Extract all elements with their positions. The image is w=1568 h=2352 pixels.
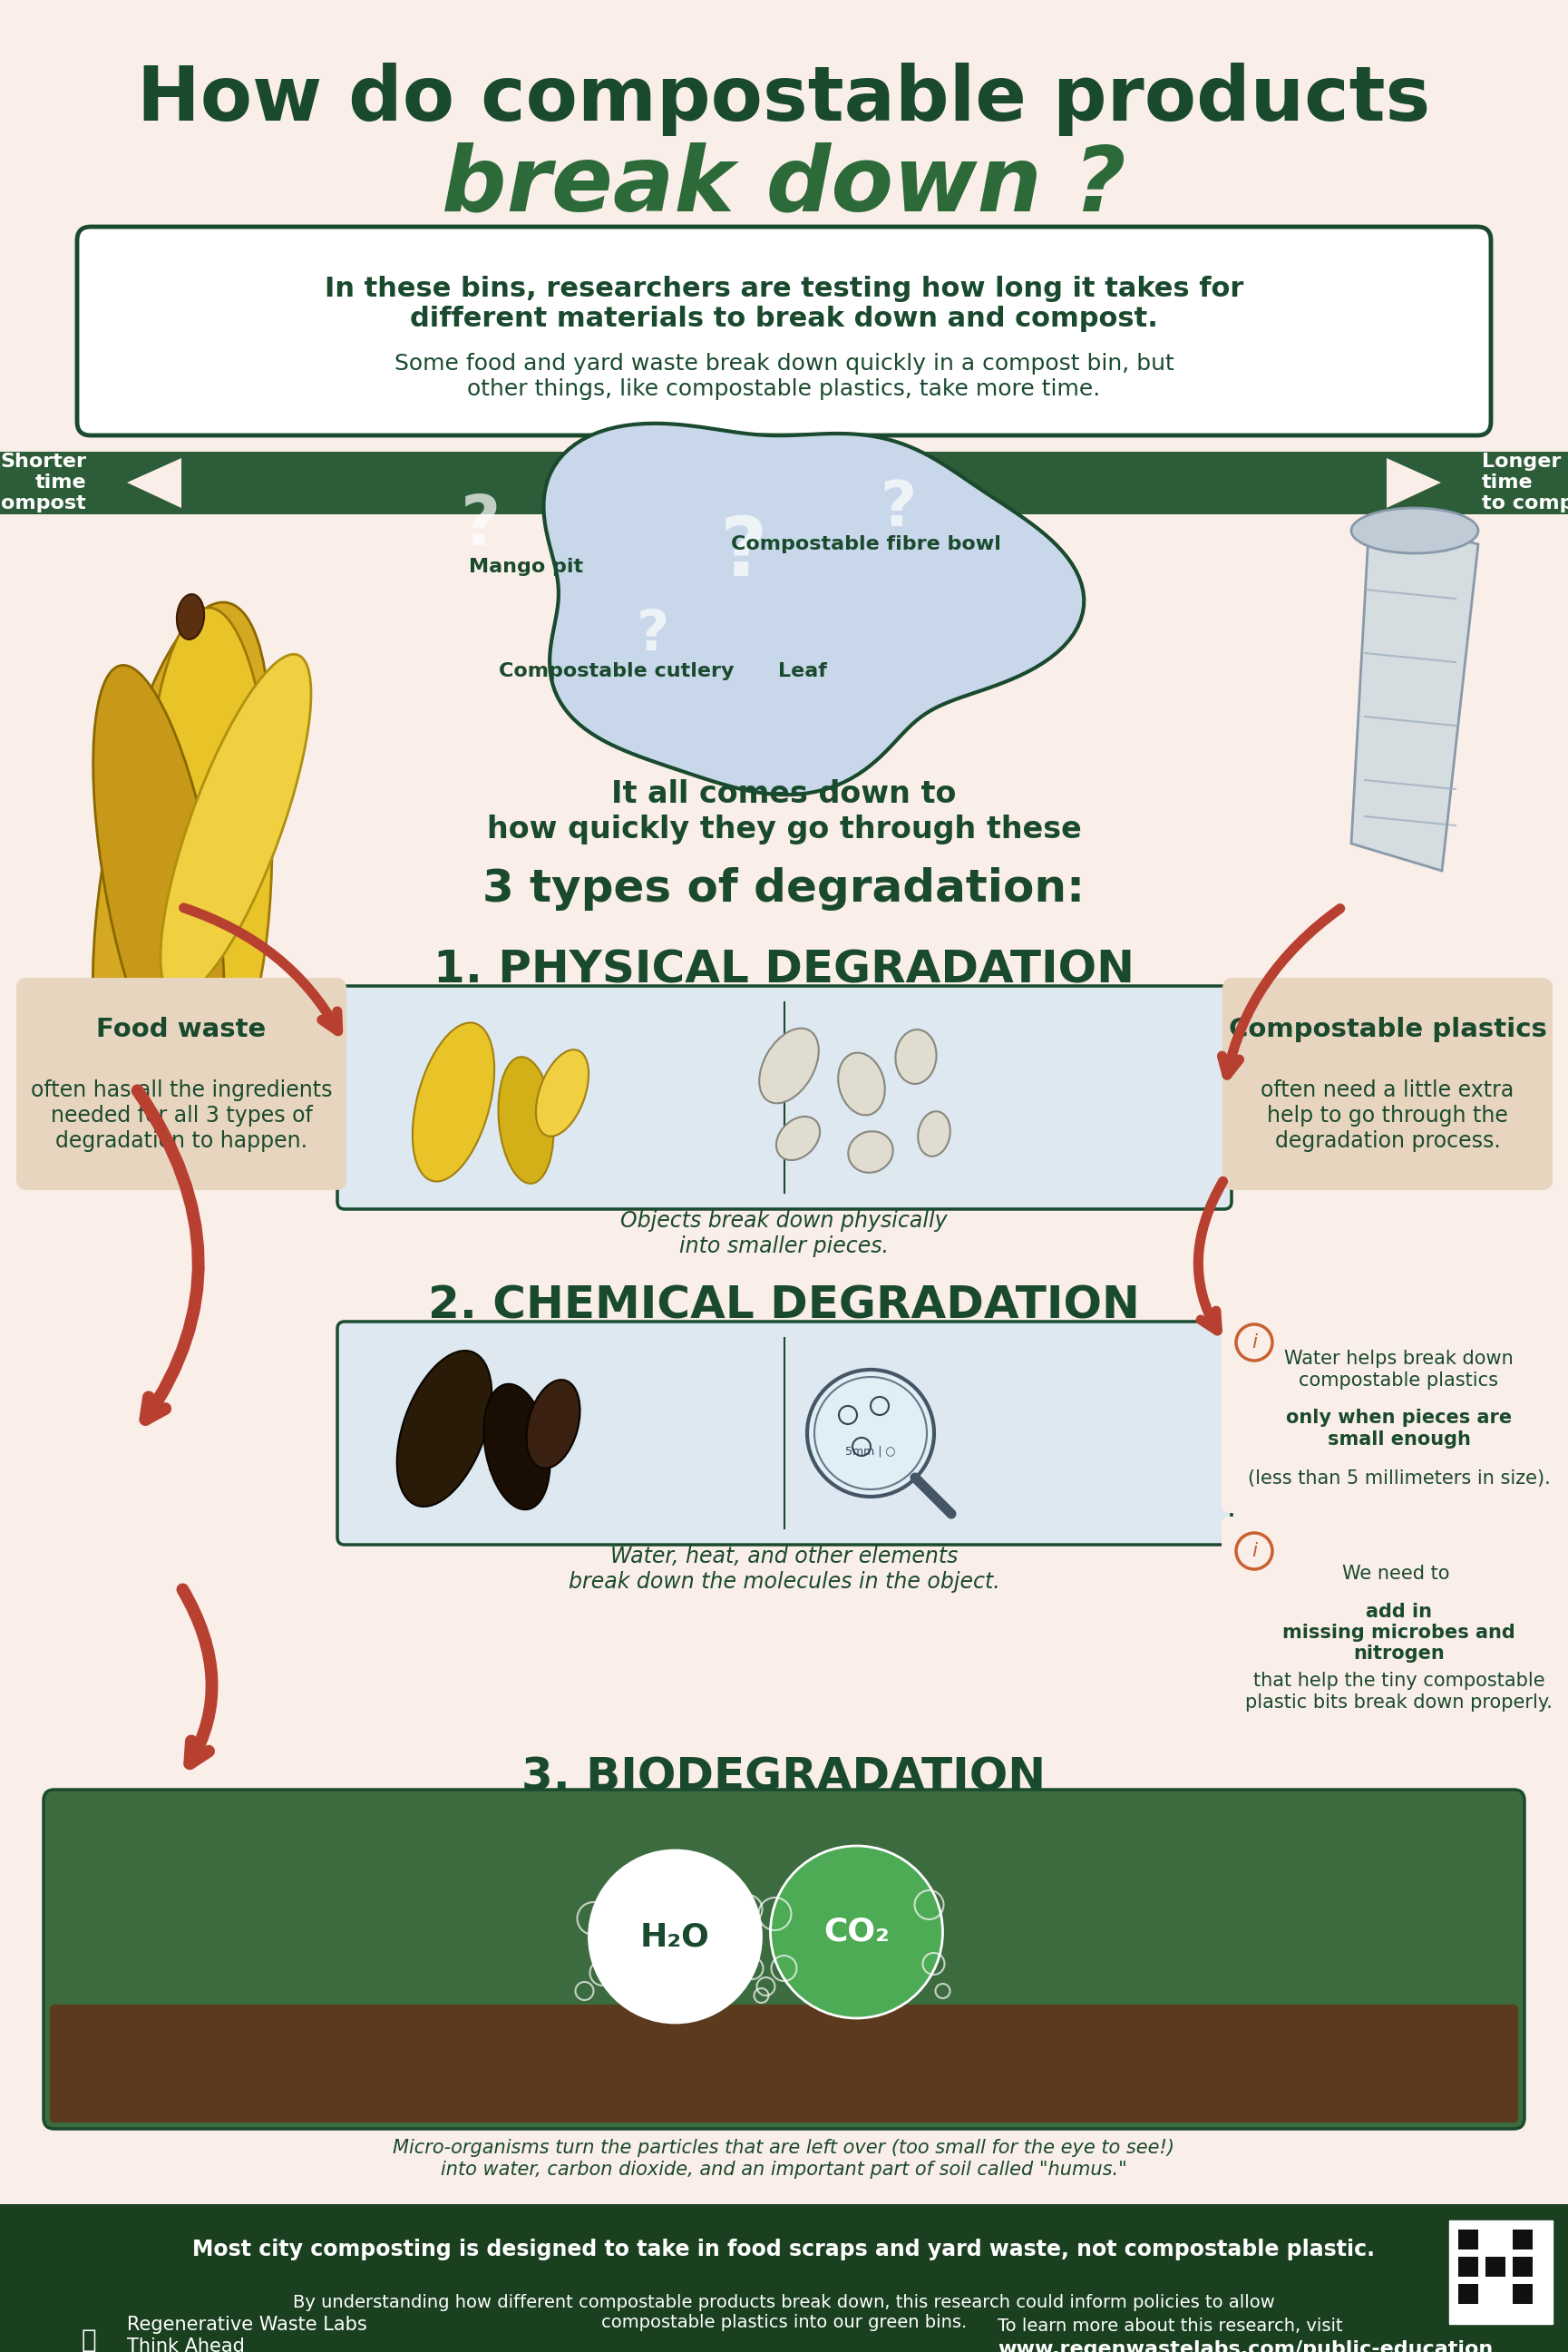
FancyBboxPatch shape: [1223, 978, 1552, 1190]
Circle shape: [590, 1851, 762, 2023]
Ellipse shape: [485, 1383, 550, 1510]
Text: Regenerative Waste Labs
Think Ahead: Regenerative Waste Labs Think Ahead: [127, 2317, 367, 2352]
Text: Mango pit: Mango pit: [469, 557, 583, 576]
FancyBboxPatch shape: [0, 452, 1568, 515]
Ellipse shape: [93, 602, 270, 1122]
Text: Longer
time
to compost: Longer time to compost: [1482, 452, 1568, 513]
Text: Compostable fibre bowl: Compostable fibre bowl: [731, 536, 1000, 553]
Text: It all comes down to
how quickly they go through these: It all comes down to how quickly they go…: [486, 779, 1082, 844]
FancyBboxPatch shape: [1449, 2220, 1552, 2324]
Text: 3 types of degradation:: 3 types of degradation:: [483, 868, 1085, 910]
Text: Water helps break down
compostable plastics: Water helps break down compostable plast…: [1284, 1350, 1513, 1390]
Text: Compostable plastics: Compostable plastics: [1228, 1016, 1546, 1042]
Text: CO₂: CO₂: [823, 1917, 889, 1947]
Text: often has all the ingredients
needed for all 3 types of
degradation to happen.: often has all the ingredients needed for…: [31, 1080, 332, 1152]
Ellipse shape: [93, 666, 224, 1094]
Circle shape: [770, 1846, 942, 2018]
Ellipse shape: [499, 1056, 554, 1183]
Text: add in
missing microbes and
nitrogen: add in missing microbes and nitrogen: [1283, 1602, 1515, 1663]
FancyBboxPatch shape: [337, 985, 1231, 1209]
Ellipse shape: [917, 1112, 950, 1157]
Text: Some food and yard waste break down quickly in a compost bin, but
other things, : Some food and yard waste break down quic…: [394, 353, 1174, 400]
Circle shape: [808, 1369, 935, 1496]
Text: Food waste: Food waste: [97, 1016, 267, 1042]
Text: Compostable cutlery: Compostable cutlery: [499, 663, 734, 680]
Text: Shorter
time
to compost: Shorter time to compost: [0, 452, 86, 513]
FancyBboxPatch shape: [50, 2004, 1518, 2122]
FancyBboxPatch shape: [77, 226, 1491, 435]
Text: 2. CHEMICAL DEGRADATION: 2. CHEMICAL DEGRADATION: [428, 1284, 1140, 1329]
Text: In these bins, researchers are testing how long it takes for
different materials: In these bins, researchers are testing h…: [325, 275, 1243, 332]
Text: 5mm | ○: 5mm | ○: [845, 1446, 895, 1458]
Text: How do compostable products: How do compostable products: [138, 64, 1430, 136]
Ellipse shape: [1352, 508, 1479, 553]
FancyBboxPatch shape: [1513, 2258, 1532, 2277]
Polygon shape: [1386, 459, 1441, 508]
Text: Most city composting is designed to take in food scraps and yard waste, not comp: Most city composting is designed to take…: [193, 2239, 1375, 2260]
Text: ?: ?: [637, 607, 670, 663]
Ellipse shape: [527, 1381, 580, 1468]
FancyBboxPatch shape: [1458, 2258, 1479, 2277]
Polygon shape: [1352, 517, 1479, 870]
Text: that help the tiny compostable
plastic bits break down properly.: that help the tiny compostable plastic b…: [1245, 1672, 1552, 1712]
Text: www.regenwastelabs.com/public-education: www.regenwastelabs.com/public-education: [997, 2340, 1493, 2352]
Text: Objects break down physically
into smaller pieces.: Objects break down physically into small…: [621, 1211, 947, 1256]
Text: By understanding how different compostable products break down, this research co: By understanding how different compostab…: [293, 2296, 1275, 2331]
Text: H₂O: H₂O: [640, 1922, 710, 1952]
FancyBboxPatch shape: [337, 1322, 1231, 1545]
Text: To learn more about this research, visit: To learn more about this research, visit: [997, 2319, 1342, 2336]
Polygon shape: [544, 423, 1083, 795]
FancyBboxPatch shape: [0, 2204, 1568, 2352]
Ellipse shape: [848, 1131, 894, 1174]
Text: i: i: [1251, 1543, 1258, 1559]
Ellipse shape: [776, 1117, 820, 1160]
Ellipse shape: [895, 1030, 936, 1084]
Text: 🧪: 🧪: [82, 2328, 97, 2352]
Text: break down ?: break down ?: [442, 141, 1126, 230]
Text: We need to: We need to: [1342, 1564, 1455, 1583]
Ellipse shape: [146, 607, 273, 1080]
Text: i: i: [1251, 1334, 1258, 1352]
Text: often need a little extra
help to go through the
degradation process.: often need a little extra help to go thr…: [1261, 1080, 1515, 1152]
FancyBboxPatch shape: [1513, 2284, 1532, 2305]
FancyBboxPatch shape: [1513, 2230, 1532, 2249]
Text: Leaf: Leaf: [778, 663, 826, 680]
FancyBboxPatch shape: [1221, 1308, 1559, 1512]
FancyBboxPatch shape: [44, 1790, 1524, 2129]
FancyBboxPatch shape: [1485, 2258, 1505, 2277]
Text: ?: ?: [880, 477, 916, 539]
Ellipse shape: [536, 1049, 588, 1136]
Text: 1. PHYSICAL DEGRADATION: 1. PHYSICAL DEGRADATION: [433, 948, 1135, 993]
FancyBboxPatch shape: [1221, 1517, 1559, 1740]
Ellipse shape: [397, 1350, 492, 1508]
Text: ?: ?: [461, 492, 500, 560]
Ellipse shape: [839, 1054, 884, 1115]
Ellipse shape: [177, 595, 204, 640]
Text: Micro-organisms turn the particles that are left over (too small for the eye to : Micro-organisms turn the particles that …: [394, 2140, 1174, 2178]
Text: (less than 5 millimeters in size).: (less than 5 millimeters in size).: [1248, 1470, 1551, 1486]
Ellipse shape: [412, 1023, 494, 1181]
Ellipse shape: [160, 654, 310, 997]
Text: 3. BIODEGRADATION: 3. BIODEGRADATION: [522, 1757, 1046, 1799]
FancyBboxPatch shape: [1458, 2284, 1479, 2305]
FancyBboxPatch shape: [16, 978, 347, 1190]
Text: Water, heat, and other elements
break down the molecules in the object.: Water, heat, and other elements break do…: [568, 1545, 1000, 1592]
Text: only when pieces are
small enough: only when pieces are small enough: [1286, 1409, 1512, 1449]
Polygon shape: [127, 459, 182, 508]
FancyBboxPatch shape: [1458, 2230, 1479, 2249]
Ellipse shape: [759, 1028, 818, 1103]
Text: ?: ?: [720, 513, 767, 593]
